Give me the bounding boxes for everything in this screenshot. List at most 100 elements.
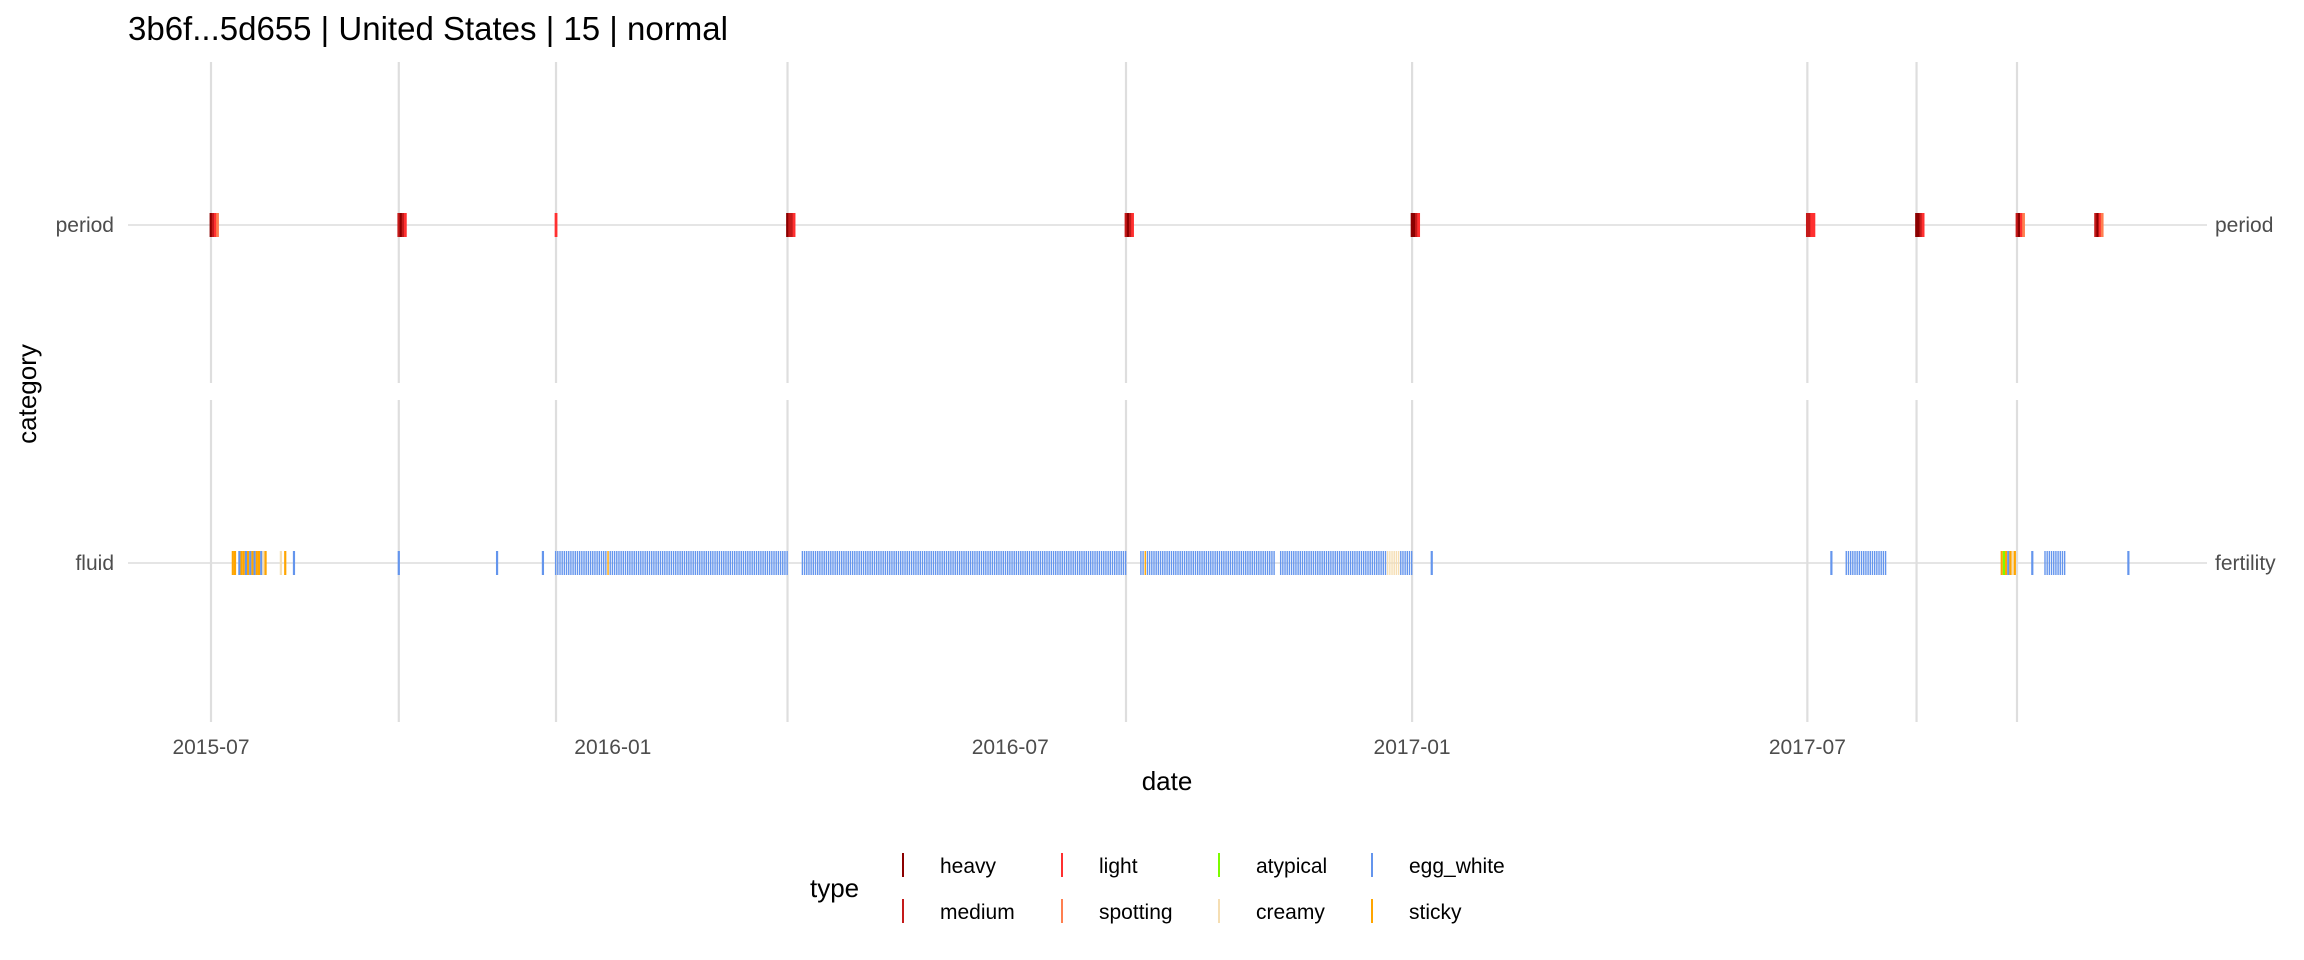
mark-egg_white xyxy=(659,551,662,575)
mark-egg_white xyxy=(1262,551,1264,575)
x-tick-label: 2017-07 xyxy=(1769,736,1846,759)
mark-egg_white xyxy=(1258,551,1260,575)
mark-egg_white xyxy=(613,551,616,575)
mark-egg_white xyxy=(836,551,839,575)
mark-egg_white xyxy=(1288,551,1291,575)
mark-egg_white xyxy=(875,551,878,575)
mark-egg_white xyxy=(1142,551,1144,575)
mark-egg_white xyxy=(812,551,815,575)
mark-egg_white xyxy=(1081,551,1083,575)
mark-egg_white xyxy=(801,551,804,575)
mark-egg_white xyxy=(1013,551,1015,575)
mark-egg_white xyxy=(694,551,697,575)
mark-egg_white xyxy=(948,551,950,575)
mark-egg_white xyxy=(622,551,625,575)
mark-egg_white xyxy=(249,551,252,575)
mark-medium xyxy=(790,213,794,237)
mark-egg_white xyxy=(808,551,810,575)
mark-medium xyxy=(788,213,792,237)
mark-spotting xyxy=(2022,213,2025,237)
mark-egg_white xyxy=(913,551,915,575)
mark-heavy xyxy=(1412,213,1416,237)
legend: type heavy medium light spotting atypical cre… xyxy=(810,853,1505,924)
mark-egg_white xyxy=(2053,551,2055,575)
mark-egg_white xyxy=(1120,551,1122,575)
mark-egg_white xyxy=(666,551,668,575)
mark-egg_white xyxy=(779,551,782,575)
mark-egg_white xyxy=(1033,551,1035,575)
mark-egg_white xyxy=(1404,551,1406,575)
mark-egg_white xyxy=(559,551,561,575)
mark-egg_white xyxy=(1310,551,1312,575)
mark-heavy xyxy=(786,213,789,237)
marks-layer xyxy=(209,213,2130,575)
mark-heavy xyxy=(2096,213,2100,237)
mark-egg_white xyxy=(709,551,712,575)
mark-egg_white xyxy=(1330,551,1332,575)
mark-egg_white xyxy=(1378,551,1380,575)
mark-egg_white xyxy=(775,551,777,575)
mark-egg_white xyxy=(1221,551,1223,575)
mark-egg_white xyxy=(598,551,600,575)
mark-egg_white xyxy=(1118,551,1120,575)
mark-sticky xyxy=(233,551,237,575)
mark-creamy xyxy=(1393,551,1395,575)
mark-heavy xyxy=(1917,213,1921,237)
mark-egg_white xyxy=(1231,551,1234,575)
mark-egg_white xyxy=(1000,551,1002,575)
mark-egg_white xyxy=(760,551,762,575)
x-tick-label: 2015-07 xyxy=(172,736,249,759)
mark-egg_white xyxy=(716,551,718,575)
mark-egg_white xyxy=(1079,551,1081,575)
mark-egg_white xyxy=(696,551,699,575)
mark-egg_white xyxy=(397,551,400,575)
mark-egg_white xyxy=(784,551,786,575)
mark-egg_white xyxy=(1072,551,1074,575)
mark-egg_white xyxy=(1098,551,1101,575)
mark-egg_white xyxy=(1410,551,1413,575)
mark-egg_white xyxy=(1011,551,1013,575)
mark-egg_white xyxy=(851,551,854,575)
mark-egg_white xyxy=(723,551,725,575)
mark-egg_white xyxy=(707,551,710,575)
mark-medium xyxy=(401,213,405,237)
mark-egg_white xyxy=(1249,551,1251,575)
mark-egg_white xyxy=(917,551,919,575)
mark-egg_white xyxy=(827,551,830,575)
mark-egg_white xyxy=(1229,551,1232,575)
mark-egg_white xyxy=(803,551,806,575)
legend-title: type xyxy=(810,873,859,903)
mark-sticky xyxy=(242,551,245,575)
mark-light xyxy=(554,213,558,237)
mark-egg_white xyxy=(1321,551,1323,575)
mark-egg_white xyxy=(568,551,570,575)
mark-egg_white xyxy=(841,551,843,575)
mark-egg_white xyxy=(932,551,935,575)
mark-heavy xyxy=(399,213,403,237)
mark-egg_white xyxy=(886,551,889,575)
mark-egg_white xyxy=(1188,551,1190,575)
mark-egg_white xyxy=(1341,551,1343,575)
mark-egg_white xyxy=(1207,551,1210,575)
mark-egg_white xyxy=(1103,551,1105,575)
mark-egg_white xyxy=(899,551,902,575)
mark-egg_white xyxy=(611,551,614,575)
mark-egg_white xyxy=(1242,551,1245,575)
mark-egg_white xyxy=(2050,551,2053,575)
labels-layer: 2015-07 2016-01 2016-07 2017-01 2017-07 perio… xyxy=(56,214,2277,759)
mark-egg_white xyxy=(969,551,972,575)
mark-egg_white xyxy=(1406,551,1409,575)
mark-egg_white xyxy=(1109,551,1112,575)
mark-egg_white xyxy=(1282,551,1284,575)
mark-egg_white xyxy=(1869,551,1871,575)
mark-egg_white xyxy=(1878,551,1880,575)
mark-egg_white xyxy=(871,551,873,575)
mark-egg_white xyxy=(930,551,932,575)
mark-egg_white xyxy=(672,551,675,575)
mark-egg_white xyxy=(2057,551,2059,575)
mark-egg_white xyxy=(701,551,703,575)
mark-egg_white xyxy=(1162,551,1164,575)
mark-egg_white xyxy=(821,551,823,575)
mark-egg_white xyxy=(1190,551,1192,575)
